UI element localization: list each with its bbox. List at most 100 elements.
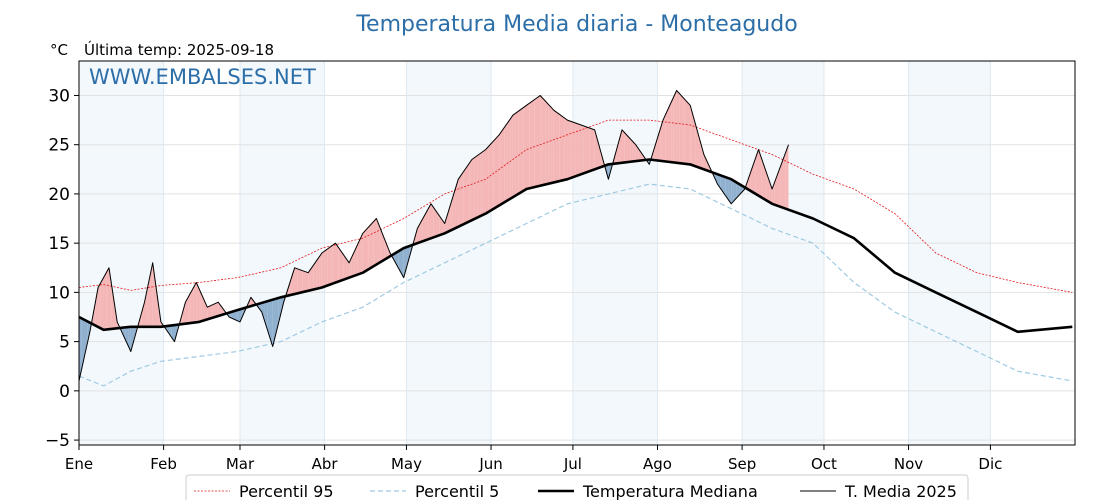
warm-anomaly-fill	[439, 215, 442, 236]
warm-anomaly-fill	[305, 271, 309, 292]
warm-anomaly-fill	[761, 157, 764, 199]
warm-anomaly-fill	[463, 167, 467, 225]
warm-anomaly-fill	[551, 107, 554, 184]
month-band	[79, 61, 164, 445]
warm-anomaly-fill	[627, 135, 631, 163]
warm-anomaly-fill	[583, 125, 587, 174]
warm-anomaly-fill	[182, 302, 186, 325]
warm-anomaly-fill	[671, 96, 674, 163]
x-tick-label: Sep	[728, 455, 756, 473]
warm-anomaly-fill	[144, 289, 148, 327]
warm-anomaly-fill	[373, 218, 377, 267]
warm-anomaly-fill	[641, 152, 644, 161]
month-band	[572, 61, 658, 445]
cold-anomaly-fill	[81, 318, 85, 369]
cold-anomaly-fill	[728, 178, 732, 204]
chart-title: Temperatura Media diaria - Monteagudo	[355, 12, 797, 37]
warm-anomaly-fill	[687, 102, 691, 165]
warm-anomaly-fill	[537, 95, 541, 187]
warm-anomaly-fill	[512, 113, 516, 198]
cold-anomaly-fill	[278, 297, 281, 325]
warm-anomaly-fill	[630, 138, 633, 162]
cold-anomaly-fill	[736, 182, 740, 198]
warm-anomaly-fill	[673, 90, 677, 163]
warm-anomaly-fill	[215, 302, 219, 317]
warm-anomaly-fill	[597, 139, 601, 169]
warm-anomaly-fill	[196, 282, 200, 323]
series-lines	[78, 90, 1073, 387]
y-tick-label: 10	[48, 283, 70, 303]
warm-anomaly-fill	[365, 227, 369, 272]
warm-anomaly-fill	[471, 157, 475, 221]
warm-anomaly-fill	[676, 90, 680, 164]
warm-anomaly-fill	[534, 97, 538, 188]
y-axis: −5 0 5 10 15 20 25 30	[45, 86, 79, 451]
warm-anomaly-fill	[420, 218, 423, 243]
warm-anomaly-fill	[343, 254, 347, 280]
warm-anomaly-fill	[417, 223, 421, 244]
cold-anomaly-fill	[84, 319, 88, 357]
legend-label: T. Media 2025	[844, 482, 957, 500]
legend-label: Temperatura Mediana	[582, 482, 758, 500]
warm-anomaly-fill	[523, 105, 527, 191]
warm-anomaly-fill	[428, 203, 432, 240]
x-tick-label: Feb	[150, 455, 177, 473]
cold-anomaly-fill	[722, 176, 726, 196]
warm-anomaly-fill	[624, 132, 628, 163]
warm-anomaly-fill	[106, 267, 110, 330]
warm-anomaly-fill	[357, 239, 361, 275]
warm-anomaly-fill	[703, 154, 707, 171]
cold-anomaly-fill	[731, 179, 734, 204]
warm-anomaly-fill	[531, 99, 535, 188]
warm-anomaly-fill	[351, 251, 355, 277]
warm-anomaly-fill	[300, 269, 303, 293]
warm-anomaly-fill	[578, 124, 582, 176]
warm-anomaly-fill	[564, 118, 568, 180]
cold-anomaly-fill	[234, 310, 238, 321]
plot-area	[79, 61, 1075, 445]
y-tick-label: 20	[48, 185, 70, 205]
warm-anomaly-fill	[321, 251, 325, 288]
y-tick-label: 5	[59, 333, 70, 353]
warm-anomaly-fill	[695, 125, 699, 168]
cold-anomaly-fill	[270, 299, 273, 347]
warm-anomaly-fill	[769, 181, 773, 204]
cold-anomaly-fill	[725, 177, 729, 200]
warm-anomaly-fill	[504, 123, 508, 203]
warm-anomaly-fill	[199, 288, 202, 322]
warm-anomaly-fill	[452, 188, 456, 230]
warm-anomaly-fill	[622, 129, 625, 163]
warm-anomaly-fill	[507, 119, 511, 201]
warm-anomaly-fill	[499, 130, 502, 206]
x-tick-label: May	[391, 455, 422, 473]
warm-anomaly-fill	[570, 121, 573, 179]
warm-anomaly-fill	[763, 165, 767, 201]
cold-anomaly-fill	[283, 293, 287, 303]
warm-anomaly-fill	[362, 230, 366, 273]
warm-anomaly-fill	[310, 264, 314, 291]
warm-anomaly-fill	[474, 155, 478, 219]
x-tick-label: Dic	[978, 455, 1002, 473]
cold-anomaly-fill	[231, 310, 235, 320]
warm-anomaly-fill	[510, 115, 513, 199]
warm-anomaly-fill	[501, 126, 505, 204]
warm-anomaly-fill	[354, 245, 358, 276]
warm-anomaly-fill	[526, 103, 530, 189]
warm-anomaly-fill	[302, 270, 306, 293]
warm-anomaly-fill	[316, 256, 320, 289]
warm-anomaly-fill	[422, 213, 426, 242]
warm-anomaly-fill	[774, 174, 778, 206]
warm-anomaly-fill	[518, 109, 522, 194]
warm-anomaly-fill	[684, 99, 688, 165]
warm-anomaly-fill	[294, 267, 298, 295]
x-tick-label: Mar	[226, 455, 255, 473]
warm-anomaly-fill	[376, 218, 380, 265]
warm-anomaly-fill	[777, 166, 781, 207]
warm-anomaly-fill	[384, 239, 388, 260]
warm-anomaly-fill	[431, 203, 434, 239]
warm-anomaly-fill	[482, 149, 486, 215]
warm-anomaly-fill	[561, 116, 565, 181]
warm-anomaly-fill	[632, 141, 636, 162]
watermark: WWW.EMBALSES.NET	[89, 65, 316, 89]
warm-anomaly-fill	[616, 139, 620, 164]
